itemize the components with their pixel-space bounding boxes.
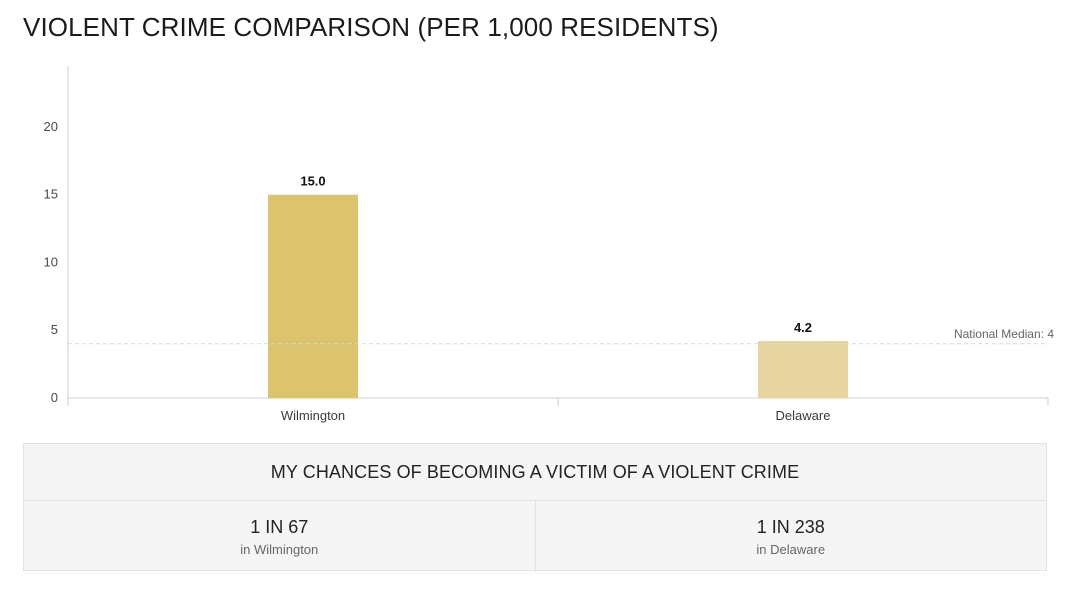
chance-place: in Delaware xyxy=(756,541,826,557)
y-tick-label: 15 xyxy=(44,187,58,202)
y-tick-label: 5 xyxy=(51,322,58,337)
bar-chart: 0 5 10 15 20 15.0 Wilmington 4.2 Delaware Nation… xyxy=(44,66,1054,423)
bar-delaware xyxy=(758,341,848,398)
bar-wilmington xyxy=(268,194,358,398)
chance-odds: 1 IN 238 xyxy=(756,516,825,537)
x-category-label: Wilmington xyxy=(281,408,345,423)
chart-title: VIOLENT CRIME COMPARISON (PER 1,000 RESI… xyxy=(23,12,719,42)
y-tick-label: 10 xyxy=(44,254,58,269)
chance-odds: 1 IN 67 xyxy=(250,516,309,537)
victim-chances-panel: MY CHANCES OF BECOMING A VICTIM OF A VIO… xyxy=(23,443,1047,572)
y-tick-label: 0 xyxy=(51,390,58,405)
chance-place: in Wilmington xyxy=(240,541,319,557)
bar-value-label: 4.2 xyxy=(794,320,812,335)
x-category-label: Delaware xyxy=(776,408,831,423)
chance-cell-delaware: 1 IN 238 in Delaware xyxy=(534,501,1047,572)
chance-cell-wilmington: 1 IN 67 in Wilmington xyxy=(24,501,535,572)
y-tick-label: 20 xyxy=(44,119,58,134)
bar-value-label: 15.0 xyxy=(300,174,325,189)
national-median-label: National Median: 4 xyxy=(954,327,1054,341)
victim-chances-row: 1 IN 67 in Wilmington 1 IN 238 in Delawa… xyxy=(24,501,1046,572)
victim-chances-heading: MY CHANCES OF BECOMING A VICTIM OF A VIO… xyxy=(24,444,1046,501)
